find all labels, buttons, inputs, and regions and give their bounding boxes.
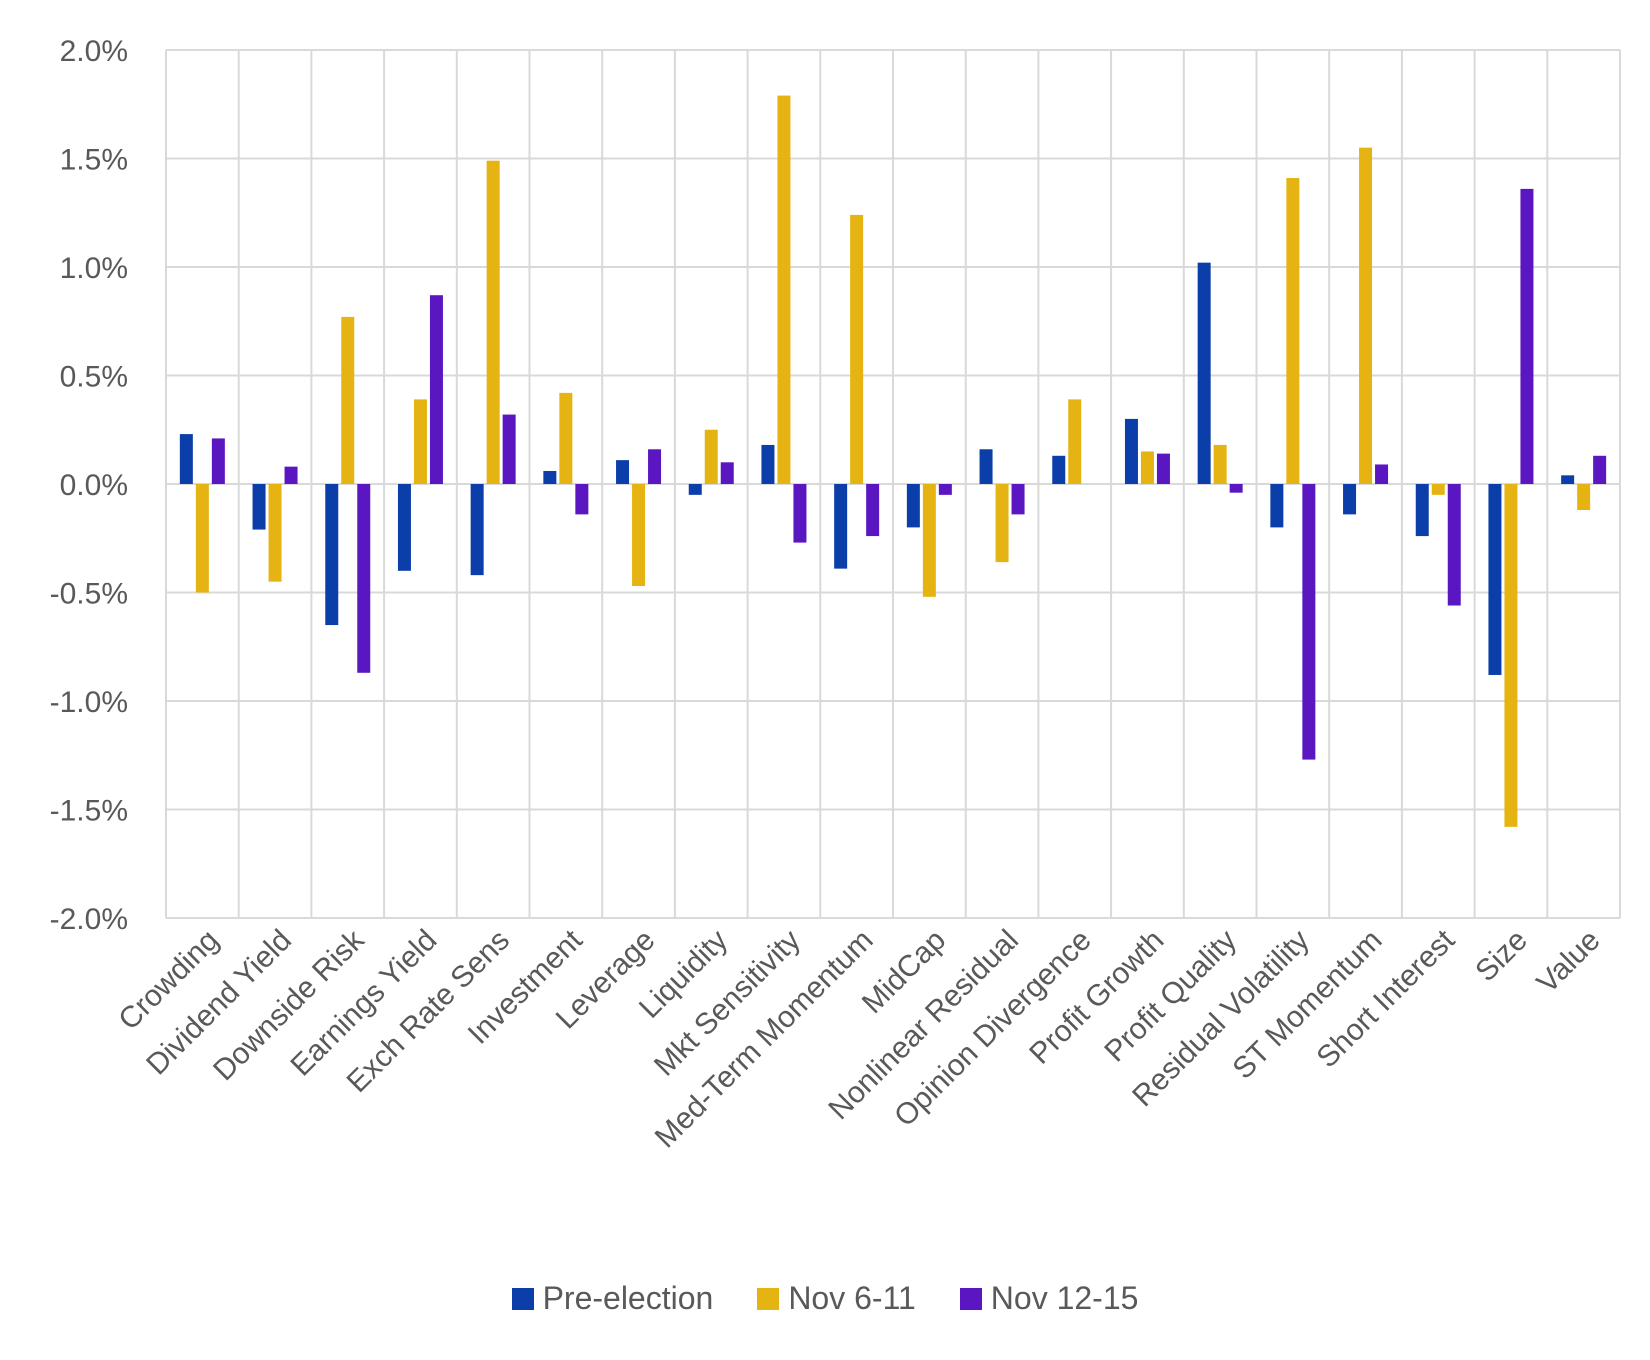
bar-nov-12-15 xyxy=(1375,464,1389,484)
bar-pre-election xyxy=(179,434,193,484)
bar-nov-6-11 xyxy=(850,214,864,485)
legend-item-pre-election: Pre-election xyxy=(511,1280,714,1317)
bar-nov-12-15 xyxy=(502,414,516,484)
y-tick-label: -1.5% xyxy=(50,795,128,828)
bar-nov-6-11 xyxy=(1431,484,1445,495)
bar-nov-6-11 xyxy=(632,484,646,586)
bar-nov-12-15 xyxy=(211,438,225,484)
bar-pre-election xyxy=(1561,475,1575,484)
bar-nov-12-15 xyxy=(429,295,443,484)
bar-nov-12-15 xyxy=(866,484,880,537)
bar-nov-12-15 xyxy=(1229,484,1243,493)
bar-nov-12-15 xyxy=(284,466,298,484)
bar-nov-6-11 xyxy=(1577,484,1591,511)
bar-nov-12-15 xyxy=(793,484,807,543)
bar-nov-12-15 xyxy=(1447,484,1461,606)
bar-pre-election xyxy=(1415,484,1429,537)
bar-nov-6-11 xyxy=(559,392,573,484)
x-tick-label: Value xyxy=(1531,924,1607,1000)
legend-item-nov-12-15: Nov 12-15 xyxy=(959,1280,1139,1317)
bar-nov-6-11 xyxy=(1286,178,1300,484)
legend-label-nov-12-15: Nov 12-15 xyxy=(990,1280,1139,1316)
bar-pre-election xyxy=(906,484,920,528)
bar-nov-12-15 xyxy=(648,449,662,484)
y-tick-label: 0.0% xyxy=(60,469,128,502)
bar-pre-election xyxy=(1270,484,1284,528)
bar-nov-12-15 xyxy=(357,484,371,673)
bar-nov-6-11 xyxy=(195,484,209,593)
bar-pre-election xyxy=(979,449,993,484)
bar-pre-election xyxy=(1343,484,1357,515)
bar-nov-6-11 xyxy=(1359,147,1373,484)
bar-nov-6-11 xyxy=(704,429,718,484)
bar-nov-6-11 xyxy=(1504,484,1518,827)
bar-nov-6-11 xyxy=(1213,444,1227,484)
bar-nov-12-15 xyxy=(720,462,734,484)
bar-nov-12-15 xyxy=(1156,453,1170,484)
y-tick-label: 1.5% xyxy=(60,144,128,177)
bar-pre-election xyxy=(1488,484,1502,675)
legend: Pre-election Nov 6-11 Nov 12-15 xyxy=(0,1280,1650,1317)
y-tick-label: -2.0% xyxy=(50,903,128,936)
bar-nov-12-15 xyxy=(1520,188,1534,484)
y-tick-label: -1.0% xyxy=(50,686,128,719)
y-tick-label: 1.0% xyxy=(60,252,128,285)
bar-nov-6-11 xyxy=(341,316,355,484)
bar-pre-election xyxy=(834,484,848,569)
legend-label-nov-6-11: Nov 6-11 xyxy=(788,1280,916,1316)
bar-nov-6-11 xyxy=(995,484,1009,563)
bar-pre-election xyxy=(325,484,339,626)
bar-pre-election xyxy=(543,470,557,484)
y-tick-label: 2.0% xyxy=(60,35,128,68)
x-tick-label: Size xyxy=(1469,924,1534,989)
legend-item-nov-6-11: Nov 6-11 xyxy=(757,1280,916,1317)
bar-chart: 2.0% 1.5% 1.0% 0.5% 0.0% -0.5% -1.0% -1.5% -2.0%… xyxy=(50,35,1621,1154)
legend-swatch-nov-12-15 xyxy=(959,1287,982,1310)
bar-nov-12-15 xyxy=(575,484,589,515)
bar-nov-12-15 xyxy=(938,484,952,495)
bar-nov-6-11 xyxy=(268,484,282,582)
bar-pre-election xyxy=(470,484,484,576)
legend-swatch-nov-6-11 xyxy=(757,1287,780,1310)
bar-pre-election xyxy=(1052,455,1066,484)
bar-pre-election xyxy=(397,484,411,571)
bar-pre-election xyxy=(1197,262,1211,484)
legend-label-pre-election: Pre-election xyxy=(542,1280,714,1316)
bar-nov-12-15 xyxy=(1593,455,1607,484)
bar-nov-6-11 xyxy=(1140,451,1154,484)
bar-pre-election xyxy=(252,484,266,530)
bar-pre-election xyxy=(1124,418,1138,484)
legend-swatch-pre-election xyxy=(511,1287,534,1310)
bar-nov-12-15 xyxy=(1302,484,1316,760)
y-tick-label: 0.5% xyxy=(60,361,128,394)
bar-nov-6-11 xyxy=(486,160,500,485)
bar-nov-6-11 xyxy=(1068,399,1082,484)
bar-pre-election xyxy=(688,484,702,495)
y-tick-label: -0.5% xyxy=(50,578,128,611)
bar-nov-6-11 xyxy=(922,484,936,597)
bar-nov-12-15 xyxy=(1011,484,1025,515)
bar-pre-election xyxy=(616,460,630,484)
bar-nov-6-11 xyxy=(777,95,791,484)
bar-pre-election xyxy=(761,444,775,484)
bar-nov-6-11 xyxy=(413,399,427,484)
